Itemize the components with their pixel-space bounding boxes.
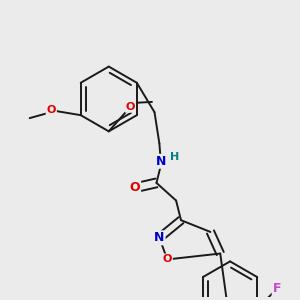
Text: F: F [273, 282, 281, 296]
Text: H: H [170, 152, 180, 162]
Text: N: N [154, 231, 165, 244]
Text: N: N [156, 155, 167, 168]
Text: O: O [126, 102, 135, 112]
Text: O: O [163, 254, 172, 264]
Text: O: O [46, 105, 56, 115]
Text: O: O [130, 181, 140, 194]
